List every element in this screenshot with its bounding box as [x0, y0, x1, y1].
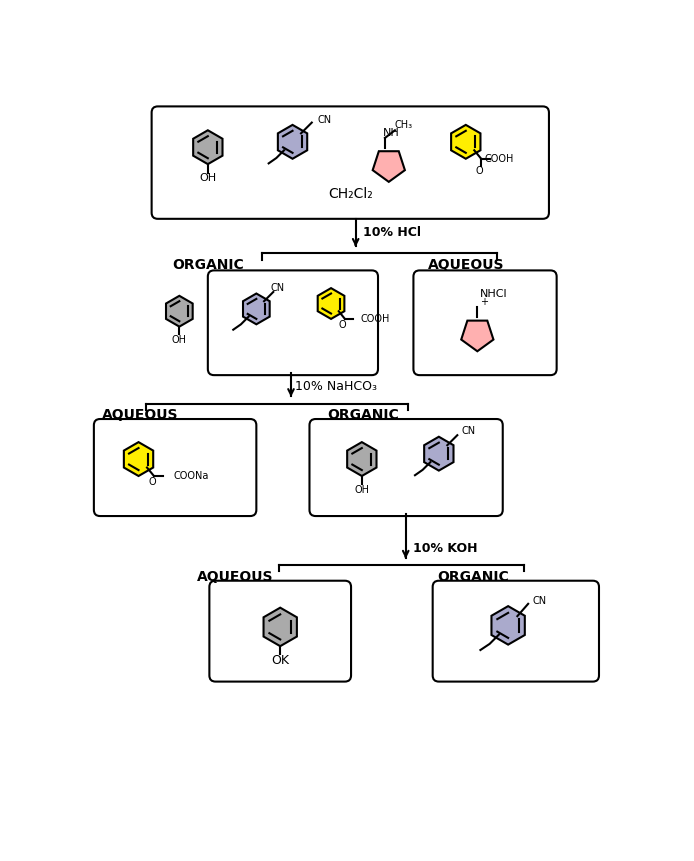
Text: OH: OH	[172, 335, 187, 344]
Text: 10% HCl: 10% HCl	[364, 226, 421, 239]
FancyBboxPatch shape	[310, 419, 502, 516]
Text: AQUEOUS: AQUEOUS	[196, 570, 273, 584]
Text: CN: CN	[271, 283, 285, 293]
Polygon shape	[451, 125, 480, 158]
FancyBboxPatch shape	[208, 270, 378, 375]
FancyBboxPatch shape	[210, 580, 351, 682]
Text: OH: OH	[199, 173, 217, 183]
Polygon shape	[462, 320, 493, 351]
FancyBboxPatch shape	[432, 580, 599, 682]
Text: AQUEOUS: AQUEOUS	[428, 258, 504, 272]
Polygon shape	[124, 442, 153, 476]
Polygon shape	[243, 294, 270, 325]
Text: CN: CN	[533, 596, 547, 606]
Polygon shape	[166, 296, 193, 326]
Text: CH₃: CH₃	[395, 120, 413, 130]
Text: CN: CN	[462, 426, 476, 437]
FancyBboxPatch shape	[94, 419, 256, 516]
Text: AQUEOUS: AQUEOUS	[102, 408, 179, 422]
Text: NHCl: NHCl	[480, 289, 507, 300]
Text: ORGANIC: ORGANIC	[327, 408, 399, 422]
Polygon shape	[347, 442, 377, 476]
Text: COOH: COOH	[485, 154, 514, 164]
Text: O: O	[339, 320, 346, 330]
Text: CH₂Cl₂: CH₂Cl₂	[328, 187, 373, 201]
Text: O: O	[149, 477, 156, 487]
Text: 10% NaHCO₃: 10% NaHCO₃	[295, 381, 377, 393]
FancyBboxPatch shape	[151, 107, 549, 219]
Text: ORGANIC: ORGANIC	[172, 258, 244, 272]
Text: 10% KOH: 10% KOH	[414, 542, 478, 554]
Polygon shape	[424, 437, 453, 471]
Polygon shape	[373, 152, 405, 182]
Text: O: O	[476, 166, 484, 177]
Text: COOH: COOH	[360, 314, 389, 324]
Text: COONa: COONa	[174, 471, 209, 481]
Text: +: +	[480, 297, 488, 307]
FancyBboxPatch shape	[414, 270, 557, 375]
Text: CN: CN	[317, 115, 331, 125]
Polygon shape	[318, 288, 344, 319]
Text: NH: NH	[382, 127, 400, 138]
Polygon shape	[491, 606, 525, 645]
Polygon shape	[278, 125, 307, 158]
Text: OK: OK	[271, 653, 289, 666]
Text: ORGANIC: ORGANIC	[438, 570, 509, 584]
Polygon shape	[193, 130, 223, 164]
Polygon shape	[264, 608, 297, 646]
Text: OH: OH	[355, 485, 369, 495]
